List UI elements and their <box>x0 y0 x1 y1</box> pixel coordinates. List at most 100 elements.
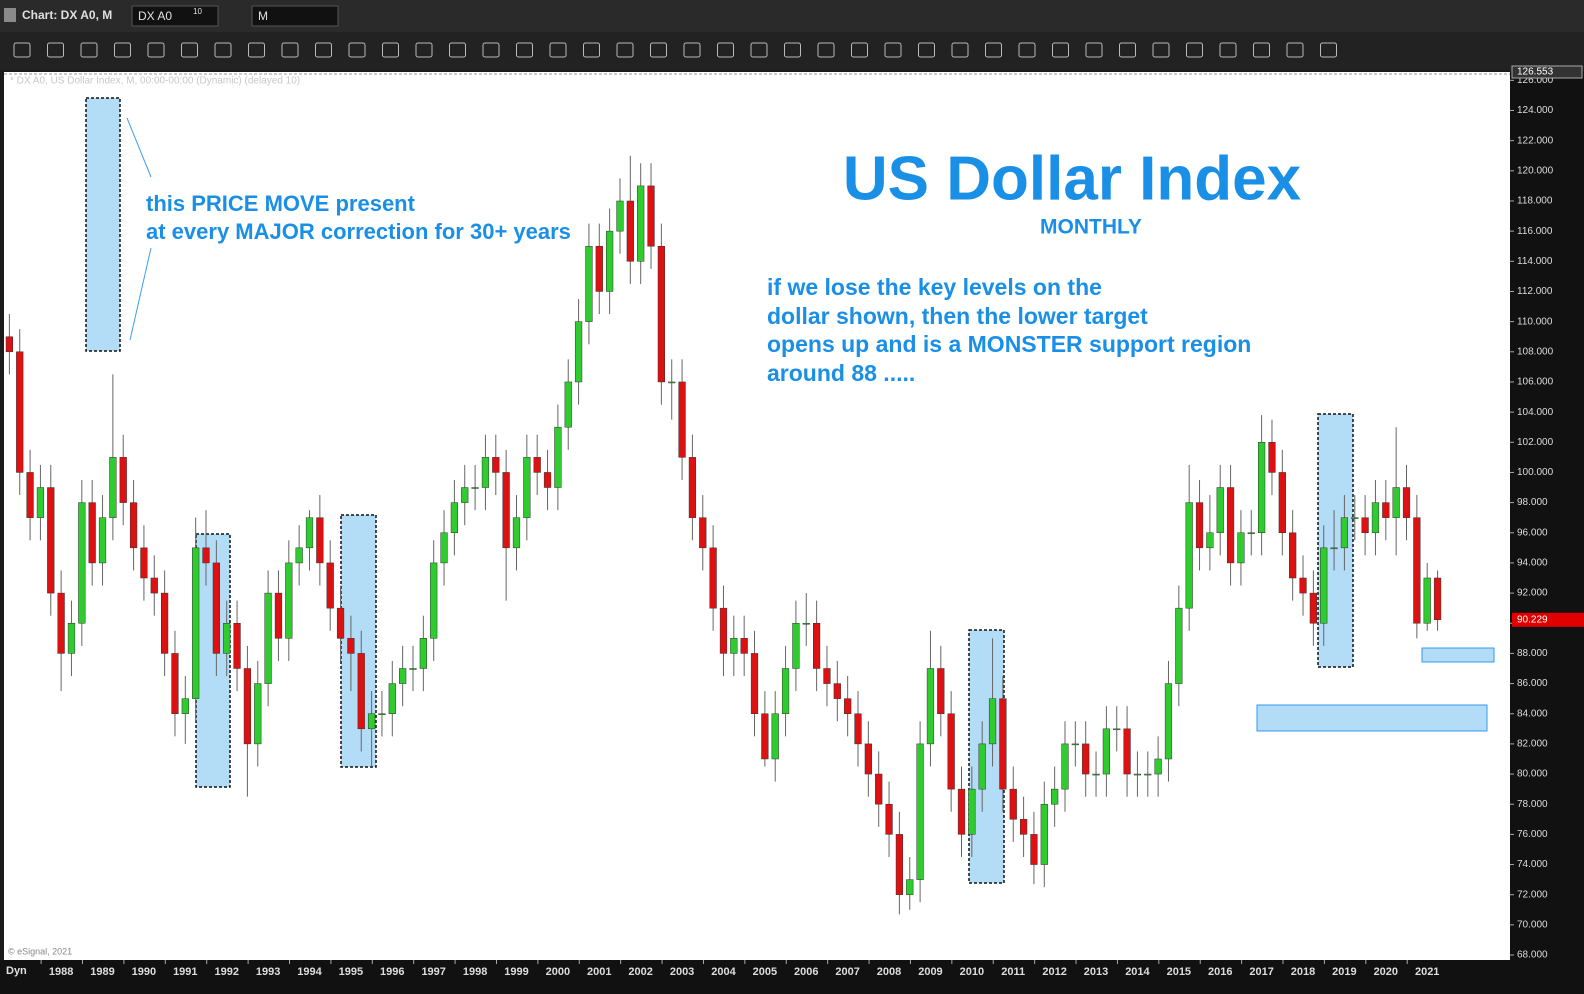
tool-icon[interactable] <box>616 42 634 58</box>
tool-icon[interactable] <box>248 42 265 58</box>
candle-body <box>450 502 459 534</box>
tool-icon[interactable] <box>415 42 433 58</box>
top-price-box <box>1511 65 1583 79</box>
toolbar <box>0 32 1584 70</box>
candle-body <box>181 698 189 714</box>
candle-body <box>295 547 303 564</box>
tool-icon[interactable] <box>348 42 366 58</box>
candle-body <box>719 607 728 654</box>
candle-body <box>844 698 852 714</box>
x-tick-label: 2002 <box>628 966 652 978</box>
tool-icon[interactable] <box>114 42 131 58</box>
x-tick-label: 2009 <box>918 966 942 978</box>
tool-icon[interactable] <box>985 42 1002 58</box>
tool-icon[interactable] <box>47 42 64 58</box>
tool-icon[interactable] <box>181 42 198 58</box>
x-tick-label: 1992 <box>214 966 238 978</box>
tool-icon[interactable] <box>449 42 466 58</box>
tool-icon[interactable] <box>549 42 567 58</box>
tool-icon[interactable] <box>147 42 165 58</box>
tool-icon[interactable] <box>281 42 299 58</box>
tool-icon[interactable] <box>717 42 734 58</box>
candle-body <box>699 517 707 549</box>
candle-body <box>481 457 490 488</box>
candle-body <box>1330 547 1338 550</box>
tool-icon[interactable] <box>1018 42 1036 58</box>
highlight-box <box>85 97 121 352</box>
tool-icon[interactable] <box>851 42 868 58</box>
tool-icon[interactable] <box>1186 42 1203 58</box>
tool-icon[interactable] <box>750 42 768 58</box>
tool-icon[interactable] <box>817 42 835 58</box>
tool-icon[interactable] <box>1152 42 1170 58</box>
tool-icon[interactable] <box>1253 42 1270 58</box>
candle-body <box>1309 592 1317 624</box>
candle-body <box>554 426 562 488</box>
y-tick-label: 78.000 <box>1517 799 1548 810</box>
tool-icon[interactable] <box>80 42 98 58</box>
y-tick-label: 68.000 <box>1517 950 1548 961</box>
candle-body <box>140 547 148 579</box>
tool-icon[interactable] <box>918 42 935 58</box>
interval-box[interactable] <box>251 5 339 27</box>
candle-body <box>585 245 593 322</box>
tool-icon[interactable] <box>951 42 969 58</box>
tool-icon[interactable] <box>683 42 701 58</box>
candle-body <box>26 472 34 518</box>
tool-icon[interactable] <box>884 42 902 58</box>
candle-body <box>409 668 417 670</box>
chart-label: Chart: DX A0, M <box>22 8 112 22</box>
candle-body <box>419 638 427 669</box>
candle-body <box>1247 532 1255 535</box>
tool-icon[interactable] <box>1119 42 1136 58</box>
tool-icon[interactable] <box>214 42 232 58</box>
x-tick-label: 1995 <box>339 966 363 978</box>
candle-body <box>316 517 324 564</box>
copyright: © eSignal, 2021 <box>8 946 72 956</box>
candle-body <box>512 517 521 549</box>
candle-body <box>1061 743 1069 790</box>
candle-body <box>906 879 914 895</box>
tool-icon[interactable] <box>1320 42 1337 58</box>
tool-icon[interactable] <box>382 42 399 58</box>
candle-body <box>1123 728 1131 775</box>
candle-body <box>492 457 500 473</box>
x-tick-label: 2004 <box>711 966 736 978</box>
candle-body <box>1402 487 1411 518</box>
corner-label: Dyn <box>6 965 27 977</box>
tool-icon[interactable] <box>583 42 600 58</box>
candle-body <box>916 743 924 880</box>
tool-icon[interactable] <box>13 42 31 58</box>
candle-body <box>1154 758 1162 775</box>
tool-icon[interactable] <box>1286 42 1304 58</box>
tool-icon[interactable] <box>516 42 533 58</box>
tool-icon[interactable] <box>315 42 332 58</box>
tool-icon[interactable] <box>1052 42 1069 58</box>
candle-body <box>1258 442 1266 534</box>
candle-body <box>1278 472 1286 534</box>
candle-body <box>885 803 893 835</box>
x-tick-label: 2020 <box>1374 966 1398 978</box>
annotation: opens up and is a MONSTER support region <box>767 331 1251 357</box>
candle-body <box>616 200 624 232</box>
candle-body <box>968 788 976 835</box>
candle-body <box>647 185 655 247</box>
candle-body <box>833 683 841 699</box>
y-tick-label: 88.000 <box>1517 648 1548 659</box>
tool-icon[interactable] <box>1085 42 1103 58</box>
y-tick-label: 84.000 <box>1517 708 1548 719</box>
tool-icon[interactable] <box>784 42 801 58</box>
x-tick-label: 1993 <box>256 966 280 978</box>
candle-body <box>1413 517 1421 624</box>
candle-body <box>367 713 376 730</box>
tool-icon[interactable] <box>1219 42 1237 58</box>
candle-body <box>47 487 55 594</box>
symbol-box[interactable] <box>131 5 219 27</box>
y-tick-label: 116.000 <box>1517 226 1553 237</box>
tool-icon[interactable] <box>650 42 667 58</box>
candle-body <box>657 245 665 383</box>
candle-body <box>1320 547 1328 624</box>
annotation: this PRICE MOVE present <box>146 191 416 216</box>
candle-body <box>937 668 945 714</box>
tool-icon[interactable] <box>482 42 500 58</box>
